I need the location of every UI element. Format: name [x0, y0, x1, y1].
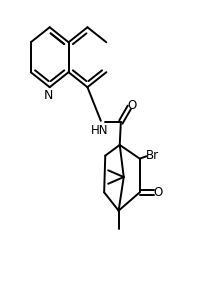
- Text: O: O: [154, 186, 163, 199]
- Text: HN: HN: [91, 124, 108, 138]
- Text: Br: Br: [146, 149, 159, 162]
- Text: N: N: [44, 89, 53, 102]
- Text: O: O: [128, 99, 137, 112]
